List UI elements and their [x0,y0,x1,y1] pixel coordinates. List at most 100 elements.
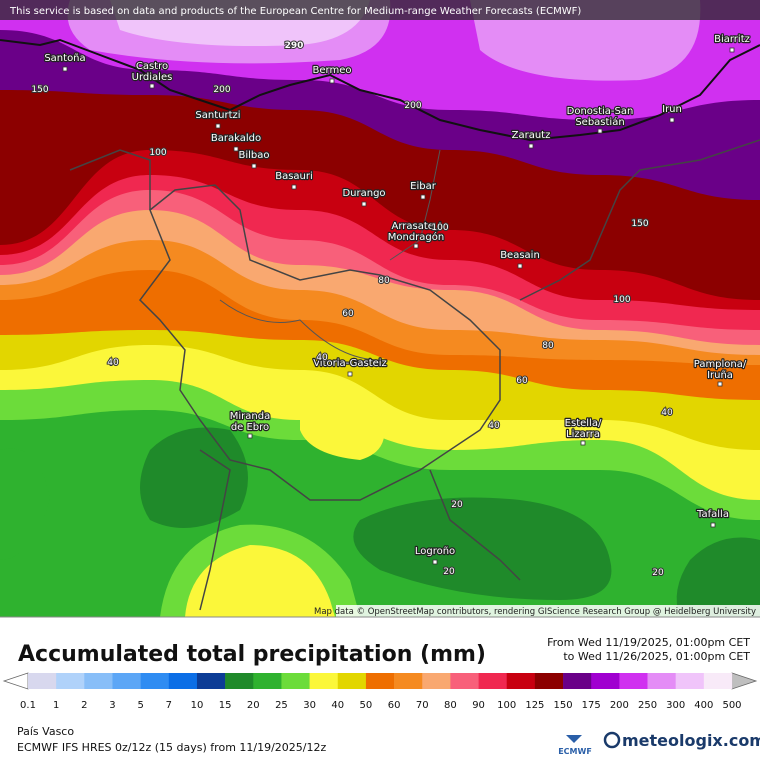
scale-swatch [281,673,310,689]
precip-area [470,0,701,81]
scale-swatch [309,673,339,689]
scale-swatch [478,673,508,689]
scale-tick-label: 50 [360,700,373,711]
contour-label: 200 [213,85,230,95]
scale-tick-label: 20 [247,700,260,711]
place-label: Pamplona/ [694,359,747,370]
brand: meteologix.com [622,731,760,750]
precip-area [300,396,385,460]
contour-label: 20 [652,568,664,578]
scale-swatch [703,673,733,689]
place-label: Tafalla [696,509,729,520]
place-label: Vitoria-Gasteiz [313,358,387,369]
admin-border [69,149,521,611]
ecmwf-logo: ECMWF [558,747,592,756]
precip-area [353,497,612,600]
contour-label: 80 [378,276,390,286]
place-dot [669,117,675,123]
scale-tick-label: 25 [275,700,288,711]
scale-tick-label: 70 [416,700,429,711]
place-label: Santoña [44,53,85,64]
scale-swatch [253,673,282,689]
place-label: Donostia-San [567,106,634,117]
contour-label: 100 [149,148,166,158]
place-dot [62,66,68,72]
scale-swatch [112,673,141,689]
place-dot [717,381,723,387]
scale-tick-label: 15 [219,700,232,711]
contour-label: 40 [488,421,500,431]
scale-swatch [28,673,57,689]
scale-tick-label: 80 [444,700,457,711]
place-label: Urdiales [132,72,173,83]
place-label: Lizarra [566,429,600,440]
scale-tick-label: 200 [610,700,629,711]
admin-border [519,139,760,301]
precip-area [676,537,760,617]
notice: This service is based on data and produc… [9,6,581,17]
contour-label: 150 [631,219,648,229]
scale-tick-label: 40 [331,700,344,711]
scale-swatch [394,673,423,689]
scale-swatch [675,673,705,689]
place-dot [528,143,534,149]
admin-border [139,184,501,501]
scale-tick-label: 7 [166,700,172,711]
scale-swatch [534,673,564,689]
contour-label: 290 [285,41,304,51]
place-label: Irun [662,104,682,115]
place-label: Logroño [415,546,455,557]
scale-tick-label: 125 [525,700,544,711]
scale-tick-label: 5 [137,700,143,711]
scale-swatch [647,673,676,689]
contour-label: 60 [342,309,354,319]
precip-area [140,427,248,528]
color-scale: 0.1 1 2 3 5 7 10 15 20 25 30 40 50 60 70 80 90 100 125 150 1… [2,672,758,711]
scale-tick-label: 10 [191,700,204,711]
date-to: to Wed 11/26/2025, 01:00pm CET [563,650,750,663]
place-label: Eibar [410,181,437,192]
place-label: Basauri [275,171,313,182]
ecmwf-icon [566,735,582,743]
place-dot [413,243,419,249]
contour-label: 40 [661,408,673,418]
scale-tick-label: 400 [694,700,713,711]
scale-under [2,672,29,690]
scale-tick-label: 250 [638,700,657,711]
place-dot [215,123,221,129]
scale-tick-label: 60 [388,700,401,711]
scale-tick-label: 3 [109,700,115,711]
contour-label: 100 [613,295,630,305]
model-info: ECMWF IFS HRES 0z/12z (15 days) from 11/… [17,741,327,754]
admin-border [219,149,441,361]
place-dot [361,201,367,207]
attribution-bg [336,605,760,617]
place-dot [729,47,735,53]
place-dot [149,83,155,89]
scale-swatch [563,673,592,689]
scale-swatch [168,673,198,689]
place-label: Barakaldo [211,133,261,144]
scale-swatch [450,673,479,689]
contour-label: 80 [542,341,554,351]
brand-icon [603,731,621,749]
place-label: de Ebro [231,422,269,433]
scale-swatch [365,673,395,689]
scale-swatch [140,673,170,689]
place-dot [580,440,586,446]
scale-tick-label: 30 [303,700,316,711]
place-dot [420,194,426,200]
scale-tick-label: 500 [722,700,741,711]
place-label: Beasain [500,250,540,261]
scale-swatch [591,673,620,689]
place-label: Durango [342,188,385,199]
place-dot [233,146,239,152]
place-label: Sebastián [575,116,624,128]
scale-swatch [84,673,113,689]
scale-swatch [56,673,85,689]
scale-swatch [337,673,367,689]
place-label: Zarautz [512,130,551,141]
scale-swatch [619,673,648,689]
scale-tick-label: 1 [53,700,59,711]
scale-swatch [422,673,451,689]
